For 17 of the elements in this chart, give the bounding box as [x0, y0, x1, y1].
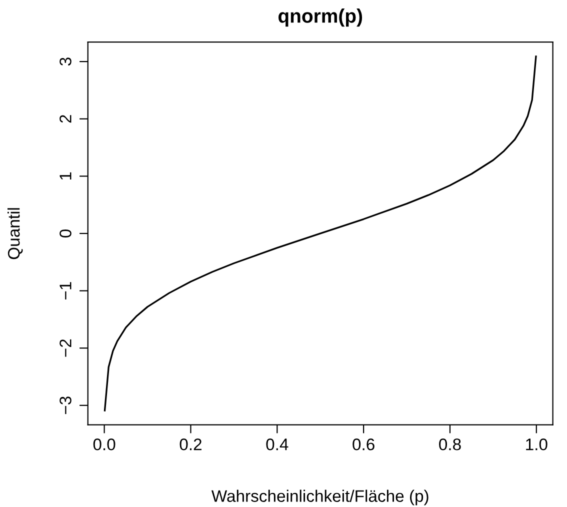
y-tick-label: −2: [60, 339, 72, 357]
y-axis-title: Quantil: [8, 208, 23, 260]
x-tick-label: 0.0: [93, 438, 116, 450]
x-tick-label: 0.6: [352, 438, 374, 450]
y-tick-label: −3: [60, 396, 72, 414]
y-tick-label: −1: [60, 282, 72, 300]
x-tick-label: 0.4: [266, 438, 288, 450]
y-tick-label: 3: [60, 58, 72, 66]
chart-title: qnorm(p): [278, 8, 362, 27]
line-series: [104, 56, 537, 412]
y-tick-label: 0: [60, 229, 72, 238]
x-tick-label: 1.0: [526, 438, 548, 450]
y-tick-label: 2: [60, 115, 72, 123]
x-tick-label: 0.2: [180, 438, 202, 450]
y-tick-label: 1: [60, 172, 72, 180]
x-axis-title: Wahrscheinlichkeit/Fläche (p): [211, 490, 428, 506]
x-tick-label: 0.8: [439, 438, 461, 450]
